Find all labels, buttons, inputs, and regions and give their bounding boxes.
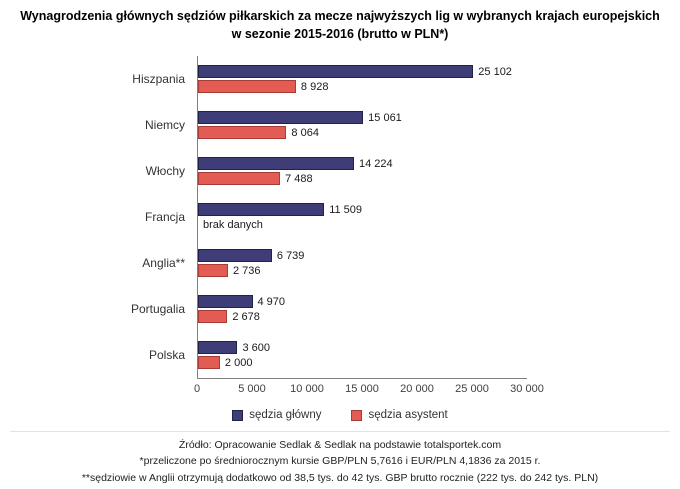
value-label: 6 739 [276,249,305,262]
x-axis-tick: 30 000 [510,383,544,395]
legend: sędzia główny sędzia asystent [10,409,670,421]
bar-group: 14 224 7 488 [197,148,527,194]
value-label: 8 064 [291,126,319,139]
bar-sedzia-glowny [198,341,238,354]
value-label: 25 102 [478,65,512,78]
x-axis: 0 5 000 10 000 15 000 20 000 25 000 30 000 [193,379,544,397]
chart-row: Włochy 14 224 7 488 [10,148,670,194]
bar-group: 25 102 8 928 [197,56,527,102]
legend-swatch [232,409,244,421]
bar-line: 11 509 [198,203,527,216]
bar-line: 7 488 [198,172,527,185]
bar-line: 8 064 [198,126,527,139]
bar-line: 6 739 [198,249,527,262]
bar-chart: Hiszpania 25 102 8 928 Niemcy 15 061 8 064 Wło… [10,56,670,421]
bar-sedzia-asystent [198,264,228,277]
category-label: Anglia** [142,256,185,270]
category-label: Polska [148,348,185,362]
chart-title: Wynagrodzenia głównych sędziów piłkarski… [20,9,660,41]
bar-line: 2 678 [198,310,527,323]
value-label: 2 000 [224,356,253,369]
x-axis-tick: 10 000 [290,383,324,395]
bar-sedzia-glowny [198,157,354,170]
footer: Źródło: Opracowanie Sedlak & Sedlak na p… [10,431,670,486]
chart-row: Francja 11 509 brak danych [10,194,670,240]
chart-row: Polska 3 600 2 000 [10,332,670,378]
bar-sedzia-glowny [198,111,364,124]
category-label: Hiszpania [132,72,185,86]
bar-group: 3 600 2 000 [197,332,527,378]
value-label: 14 224 [358,157,393,170]
bar-group: 4 970 2 678 [197,286,527,332]
value-label: 2 678 [232,310,260,323]
bar-sedzia-glowny [198,65,474,78]
value-label: brak danych [203,218,263,231]
x-axis-tick: 25 000 [455,383,489,395]
value-label: 8 928 [300,80,329,93]
x-axis-line [197,378,527,379]
bar-line: 25 102 [198,65,527,78]
x-axis-tick: 20 000 [400,383,434,395]
chart-row: Niemcy 15 061 8 064 [10,102,670,148]
value-label: 11 509 [329,203,363,216]
chart-row: Portugalia 4 970 2 678 [10,286,670,332]
footnote-2: **sędziowie w Anglii otrzymują dodatkowo… [81,471,599,484]
bar-group: 6 739 2 736 [197,240,527,286]
bar-sedzia-asystent [198,80,296,93]
chart-row: Anglia** 6 739 2 736 [10,240,670,286]
category-label: Francja [144,210,185,224]
category-label: Niemcy [144,118,185,132]
bar-group: 11 509 brak danych [197,194,527,240]
bar-line: 8 928 [198,80,527,93]
x-axis-tick: 5 000 [238,383,266,395]
bar-line: brak danych [198,218,527,231]
bar-line: 2 736 [198,264,527,277]
value-label: 7 488 [285,172,313,185]
bar-line: 3 600 [198,341,527,354]
footnote-1: *przeliczone po średniorocznym kursie GB… [139,455,541,468]
bar-sedzia-glowny [198,249,272,262]
chart-row: Hiszpania 25 102 8 928 [10,56,670,102]
bar-line: 14 224 [198,157,527,170]
legend-swatch [351,409,363,421]
source-note: Źródło: Opracowanie Sedlak & Sedlak na p… [178,439,502,451]
value-label: 4 970 [257,295,286,308]
bar-sedzia-asystent [198,126,287,139]
legend-label: sędzia główny [249,409,322,421]
bar-sedzia-asystent [198,310,228,323]
x-axis-tick: 0 [193,383,201,395]
legend-label: sędzia asystent [368,409,448,421]
value-label: 3 600 [242,341,270,354]
bar-sedzia-glowny [198,203,325,216]
value-label: 2 736 [233,264,261,277]
legend-item-sedzia-glowny: sędzia główny [232,409,321,421]
bar-line: 4 970 [198,295,527,308]
category-label: Włochy [145,164,185,178]
bar-sedzia-asystent [198,356,220,369]
value-label: 15 061 [368,111,402,124]
bar-group: 15 061 8 064 [197,102,527,148]
category-label: Portugalia [130,302,185,316]
legend-item-sedzia-asystent: sędzia asystent [351,409,448,421]
bar-sedzia-asystent [198,172,281,185]
bar-sedzia-glowny [198,295,253,308]
bar-line: 2 000 [198,356,527,369]
plot-area: Hiszpania 25 102 8 928 Niemcy 15 061 8 064 Wło… [10,56,670,378]
bar-line: 15 061 [198,111,527,124]
x-axis-tick: 15 000 [345,383,379,395]
